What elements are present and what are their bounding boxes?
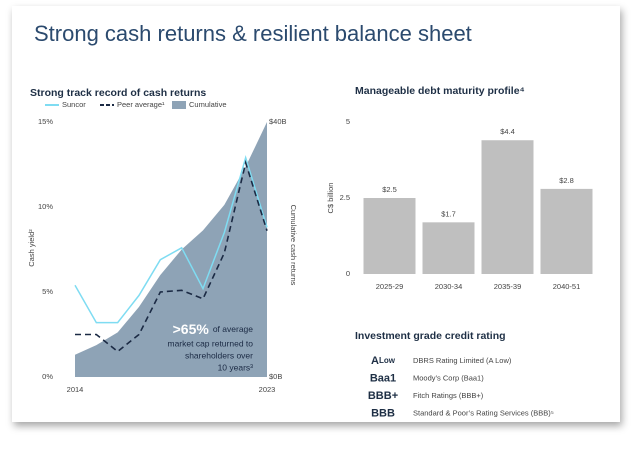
cumulative-area — [75, 122, 267, 377]
series-line — [75, 159, 268, 353]
value-label: $2.5 — [382, 185, 397, 194]
annotation-text: shareholders over — [185, 350, 253, 360]
chart-title: Manageable debt maturity profile⁴ — [355, 85, 525, 97]
rating-grade: BBB+ — [368, 390, 398, 402]
x-tick-label: 2023 — [259, 385, 276, 394]
agency: DBRS Rating Limited (A Low) — [413, 356, 512, 365]
legend-label: Peer average¹ — [117, 100, 165, 109]
x-tick-label: 2025-29 — [376, 282, 404, 291]
legend-swatch — [172, 101, 186, 109]
y-tick-label: 10% — [38, 202, 53, 211]
annotation-text: of average — [213, 324, 253, 334]
agency: Fitch Ratings (BBB+) — [413, 391, 484, 400]
cash-returns-chart: Strong track record of cash returnsSunco… — [27, 87, 298, 394]
legend-label: Cumulative — [189, 100, 227, 109]
annotation-text: market cap returned to — [167, 338, 253, 348]
value-label: $1.7 — [441, 209, 456, 218]
credit-rating: Investment grade credit rating ALow DBRS R… — [355, 330, 554, 420]
bar — [540, 188, 593, 274]
rating-grade: Baa1 — [370, 372, 396, 384]
annotation-text: 10 years³ — [218, 362, 254, 372]
annotation: >65% of average — [173, 321, 254, 337]
y-axis-title: Cash yield² — [27, 229, 36, 267]
y-tick-label: 15% — [38, 117, 53, 126]
bar — [422, 222, 475, 274]
rating-qualifier: Low — [379, 356, 396, 365]
y-tick-label: 5 — [346, 117, 350, 126]
y-tick-label: 0 — [346, 269, 350, 278]
rating-grade: A — [371, 355, 379, 367]
x-tick-label: 2035-39 — [494, 282, 522, 291]
y-tick-label: 0% — [42, 372, 53, 381]
agency: Standard & Poor’s Rating Services (BBB)⁵ — [413, 408, 554, 417]
rating: BBB — [371, 407, 395, 419]
bar — [363, 198, 416, 274]
agency: Moody’s Corp (Baa1) — [413, 373, 484, 382]
legend-label: Suncor — [62, 100, 86, 109]
value-label: $2.8 — [559, 176, 574, 185]
bar — [481, 140, 534, 274]
debt-maturity-chart: Manageable debt maturity profile⁴ 0 2.5 5 C$… — [326, 85, 593, 291]
value-label: $4.4 — [500, 127, 515, 136]
annotation-highlight: >65% — [173, 321, 210, 337]
rating: Baa1 — [370, 372, 396, 384]
slide-title: Strong cash returns & resilient balance … — [34, 21, 472, 46]
y-tick-label: 5% — [42, 287, 53, 296]
section-title: Investment grade credit rating — [355, 330, 506, 342]
y2-tick-label: $0B — [269, 372, 282, 381]
x-tick-label: 2014 — [67, 385, 84, 394]
y-axis-title: C$ billion — [326, 183, 335, 214]
y2-axis-title: Cumulative cash returns — [289, 205, 298, 286]
x-tick-label: 2030-34 — [435, 282, 463, 291]
series-line — [74, 155, 268, 324]
x-tick-label: 2040-51 — [553, 282, 581, 291]
rating: ALow — [371, 355, 396, 367]
y-tick-label: 2.5 — [340, 193, 350, 202]
rating: BBB+ — [368, 390, 398, 402]
chart-title: Strong track record of cash returns — [30, 87, 206, 99]
rating-grade: BBB — [371, 407, 395, 419]
y2-tick-label: $40B — [269, 117, 287, 126]
